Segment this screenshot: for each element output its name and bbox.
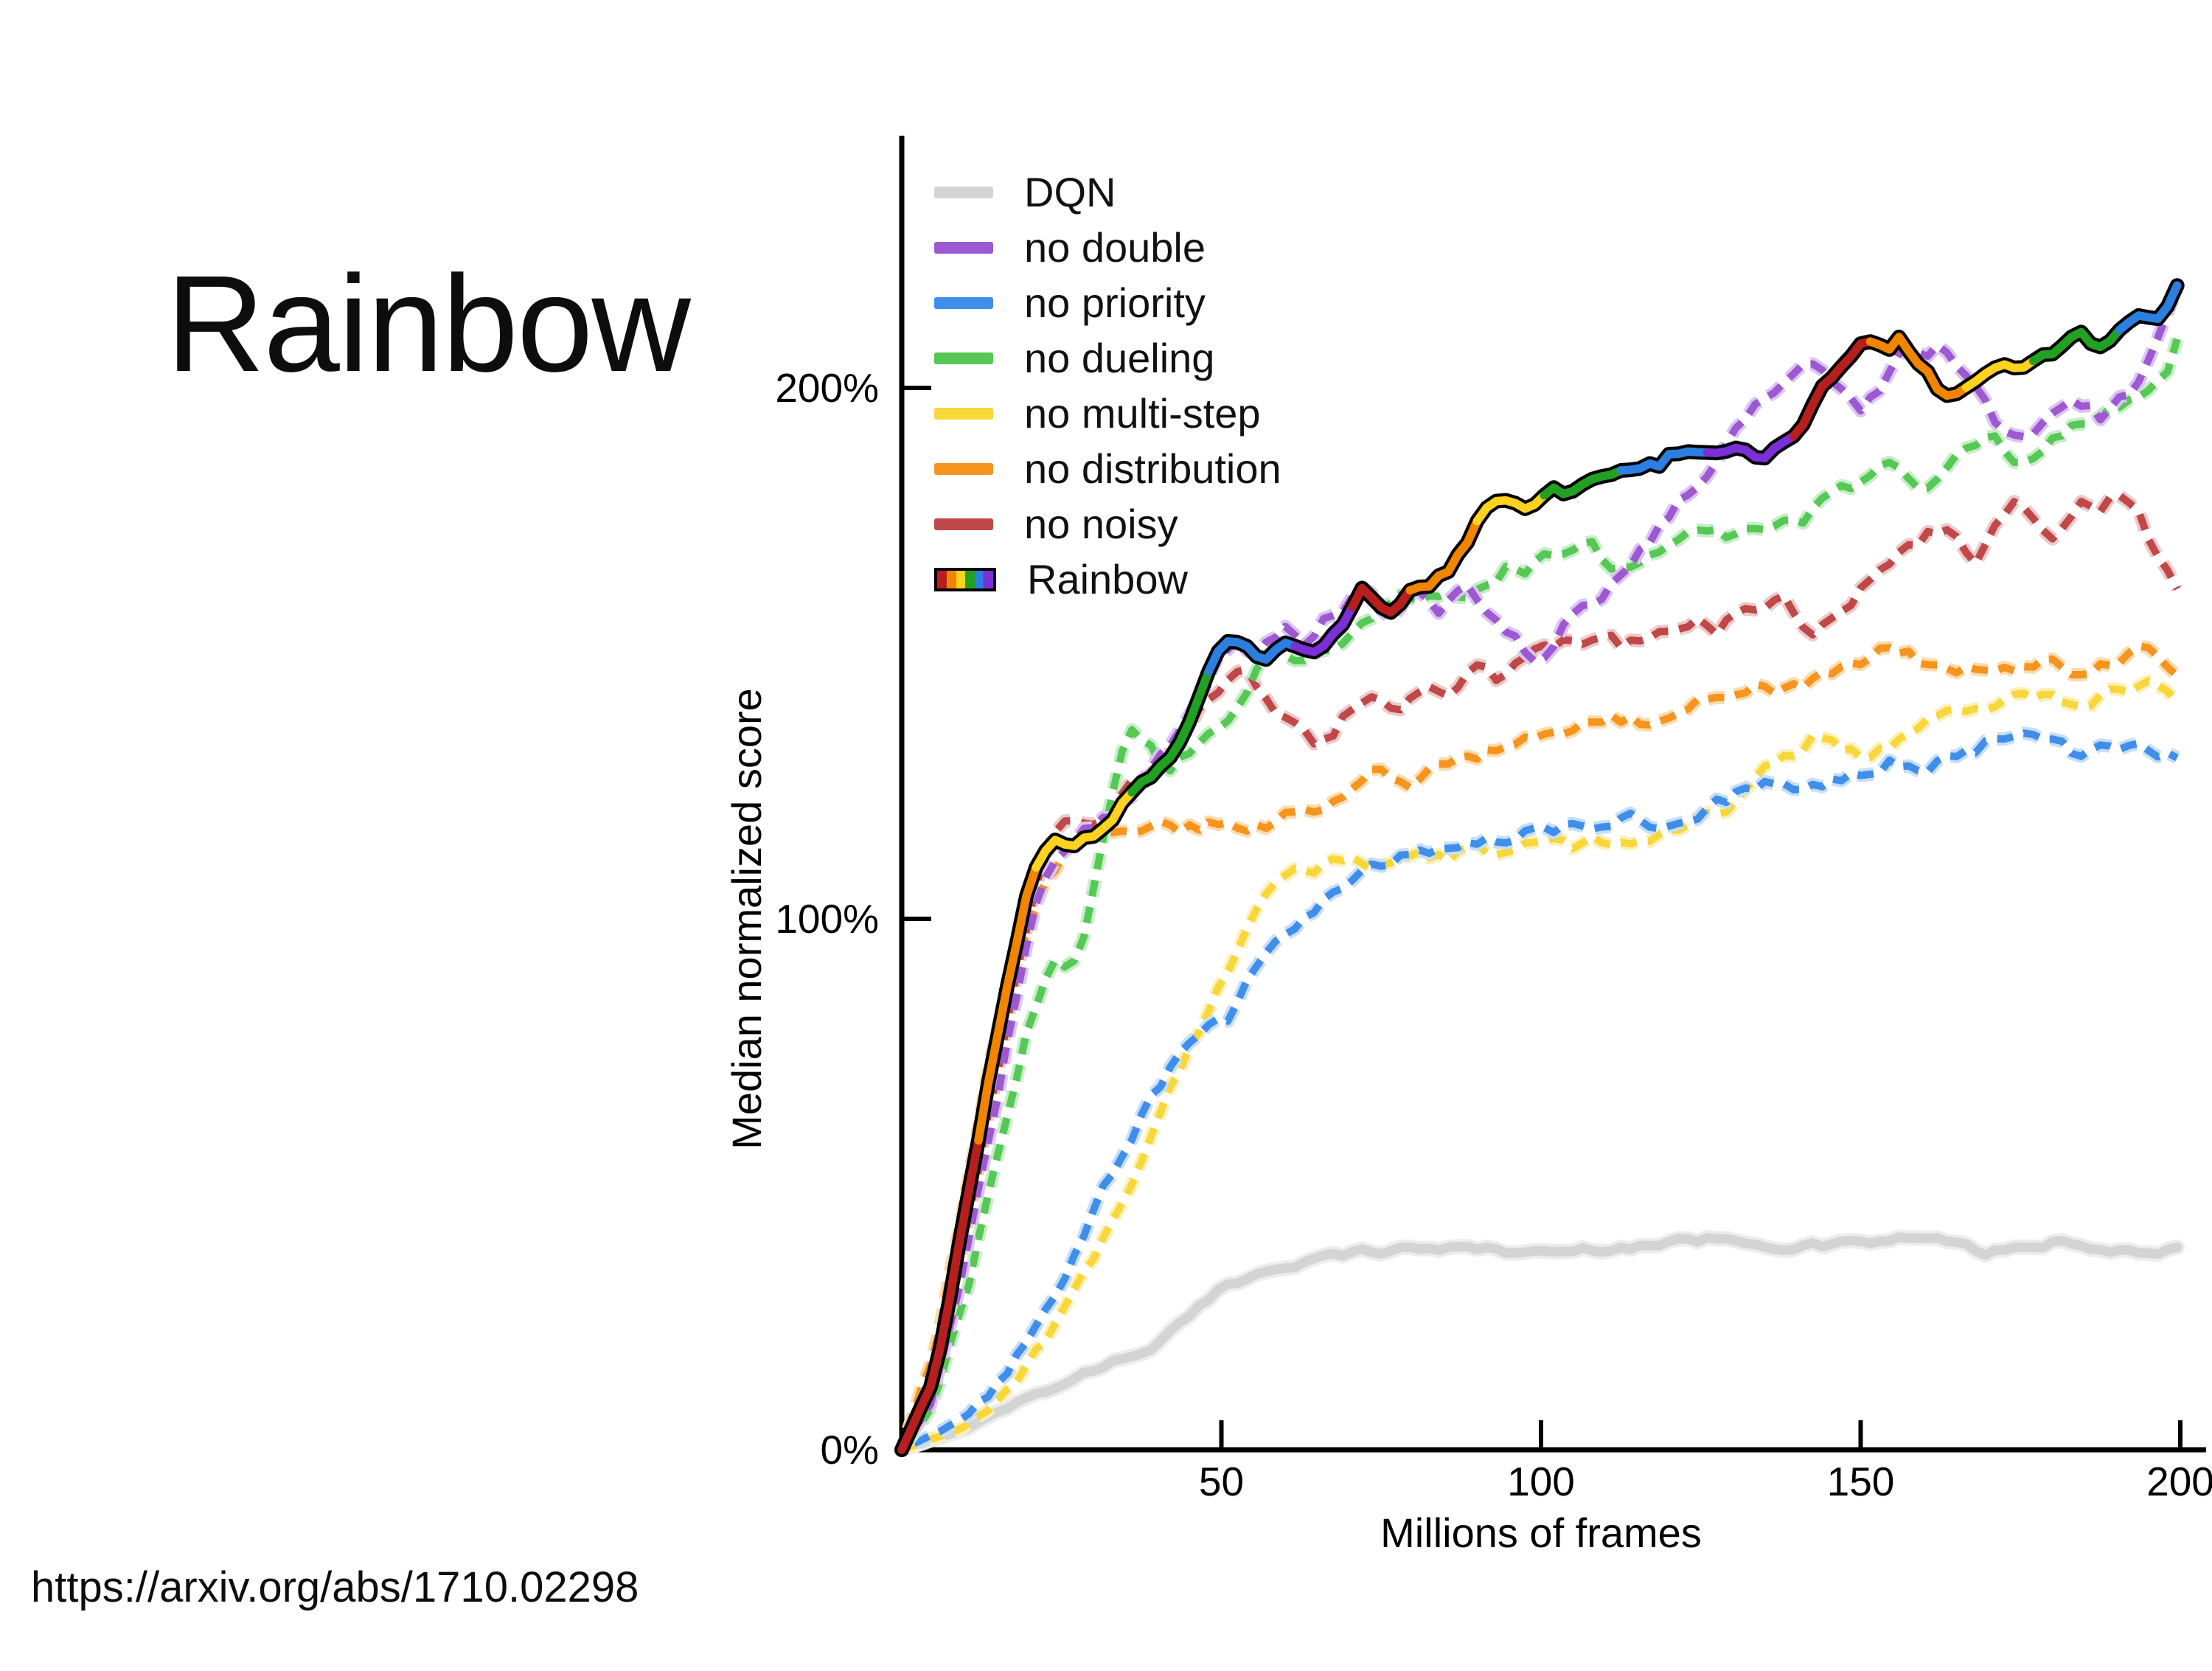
chart-plot-area: 0% 100% 200% 50 100 150 200 Millions of frames M…	[723, 136, 2212, 1556]
chart-legend: DQN no double no priority no dueling no mult…	[934, 164, 1281, 607]
legend-label-rainbow: Rainbow	[1027, 556, 1188, 602]
legend-row-dqn: DQN	[934, 164, 1281, 220]
legend-label-no_multistep: no multi-step	[1024, 390, 1261, 437]
rainbow-ablation-chart: 0% 100% 200% 50 100 150 200 Millions of frames M…	[29, 12, 2212, 1647]
legend-label-no_double: no double	[1024, 224, 1206, 271]
series-line-dqn	[894, 1229, 2185, 1458]
x-tick-label: 150	[1827, 1459, 1895, 1504]
y-tick-label: 100%	[775, 896, 879, 942]
y-axis-title: Median normalized score	[723, 688, 770, 1150]
legend-swatch-icon-no_noisy	[934, 518, 993, 530]
x-tick-label: 100	[1507, 1459, 1575, 1504]
series-line-no_noisy	[895, 489, 2183, 1453]
legend-label-no_priority: no priority	[1024, 279, 1206, 326]
legend-label-no_distribution: no distribution	[1024, 445, 1281, 492]
legend-swatch-icon-no_dueling	[934, 352, 993, 364]
legend-label-no_dueling: no dueling	[1024, 335, 1215, 381]
series-line-no_priority	[898, 726, 2180, 1456]
legend-swatch-icon-no_distribution	[934, 462, 993, 475]
legend-label-no_noisy: no noisy	[1024, 501, 1178, 547]
legend-row-no_dueling: no dueling	[934, 330, 1281, 386]
legend-row-no_double: no double	[934, 220, 1281, 275]
y-tick-label: 0%	[821, 1427, 880, 1473]
legend-swatch-icon-no_double	[934, 241, 993, 254]
legend-row-no_multistep: no multi-step	[934, 386, 1281, 441]
source-url-text: https://arxiv.org/abs/1710.02298	[31, 1563, 639, 1611]
legend-swatch-icon-no_priority	[934, 296, 993, 309]
x-axis-title: Millions of frames	[1380, 1510, 1702, 1556]
legend-swatch-icon-rainbow	[934, 567, 996, 591]
legend-row-no_noisy: no noisy	[934, 496, 1281, 552]
y-tick-label: 200%	[775, 365, 879, 411]
series-line-rainbow	[894, 278, 2185, 1457]
legend-swatch-icon-no_multistep	[934, 407, 993, 420]
x-tick-label: 50	[1199, 1459, 1244, 1504]
legend-label-dqn: DQN	[1024, 169, 1116, 215]
series-line-no_double	[896, 287, 2183, 1453]
legend-row-no_distribution: no distribution	[934, 441, 1281, 496]
legend-swatch-icon-dqn	[934, 186, 993, 198]
series-line-no_distribution	[895, 639, 2182, 1452]
x-tick-label: 200	[2146, 1459, 2212, 1504]
slide-title: Rainbow	[166, 247, 691, 400]
legend-row-rainbow: Rainbow	[934, 552, 1281, 607]
series-line-no_multistep	[900, 674, 2183, 1456]
legend-row-no_priority: no priority	[934, 275, 1281, 330]
series-line-no_dueling	[896, 337, 2184, 1454]
